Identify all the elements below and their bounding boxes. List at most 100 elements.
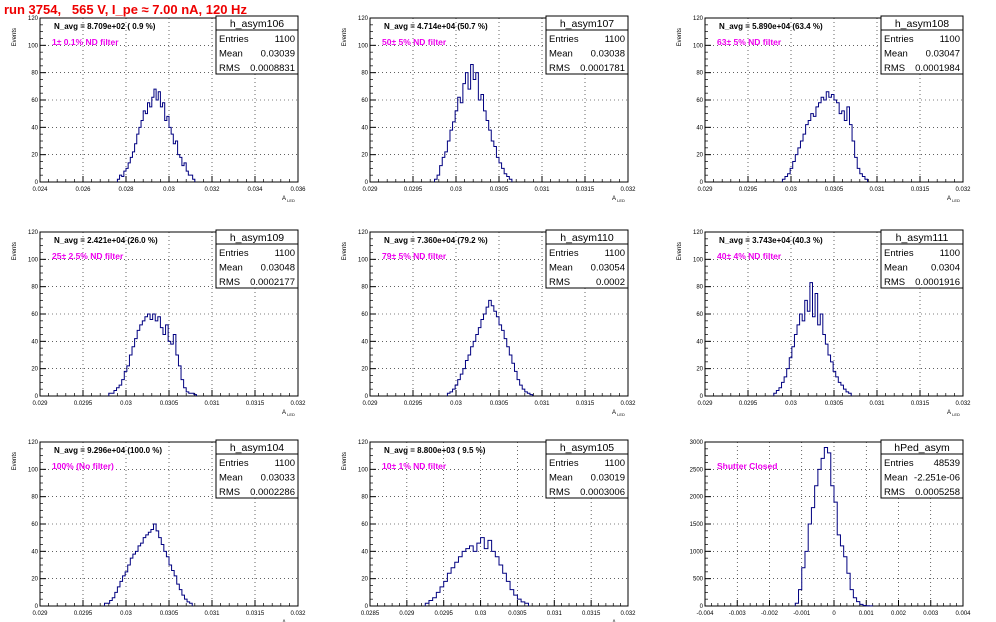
x-tick-label: 0.032 (620, 401, 636, 407)
x-tick-label: 0.026 (75, 187, 91, 193)
y-tick-label: 60 (696, 98, 703, 104)
x-tick-label: 0.0315 (246, 401, 265, 407)
y-tick-label: 100 (28, 43, 39, 49)
stats-label: Mean (219, 473, 243, 484)
x-tick-label: 0.0305 (490, 187, 509, 193)
y-tick-label: 40 (361, 339, 368, 345)
stats-label: RMS (884, 277, 905, 288)
x-tick-label: -0.003 (729, 611, 747, 617)
y-tick-label: 120 (28, 16, 39, 22)
y-tick-label: 80 (31, 71, 38, 77)
x-tick-label: 0.0295 (404, 187, 423, 193)
x-tick-label: 0.029 (697, 401, 713, 407)
stats-value: 0.0002 (596, 277, 625, 288)
x-tick-label: 0.0305 (825, 187, 844, 193)
y-tick-label: 100 (693, 43, 704, 49)
navg-label: N_avg = 5.890e+04 (63.4 %) (719, 22, 823, 31)
stats-box-title: h_asym111 (896, 232, 949, 244)
histogram-series (434, 63, 513, 182)
x-tick-label: 0.0295 (404, 401, 423, 407)
histogram-series (794, 446, 874, 607)
x-tick-label: 0.03 (785, 401, 797, 407)
histogram-series (773, 282, 852, 396)
histogram-series (781, 91, 869, 182)
y-axis-title: Events (12, 28, 18, 46)
x-tick-label: 0.032 (620, 187, 636, 193)
y-tick-label: 20 (361, 577, 368, 583)
x-tick-label: 0.0305 (490, 401, 509, 407)
stats-box (545, 15, 629, 75)
stats-value: 1100 (940, 34, 960, 45)
histogram-series (104, 523, 193, 606)
x-axis-title: A LED (612, 620, 625, 622)
histogram-series (108, 313, 198, 396)
x-tick-label: 0.0315 (576, 187, 595, 193)
y-tick-label: 120 (358, 440, 369, 446)
stats-label: Entries (219, 34, 249, 45)
filter-label: 100% (No filter) (52, 461, 114, 471)
stats-box (215, 229, 299, 289)
x-tick-label: 0.024 (32, 187, 48, 193)
stats-value: 0.0304 (931, 263, 960, 274)
x-tick-label: 0.029 (32, 611, 48, 617)
x-tick-label: 0.03 (785, 187, 797, 193)
navg-label: N_avg = 8.800e+03 ( 9.5 %) (384, 446, 486, 455)
histogram-panel-h_asym109: 0.029 0.0295 0.03 0.0305 0.031 0.0315 0.032 0 20… (12, 229, 306, 417)
x-tick-label: 0.003 (923, 611, 939, 617)
x-tick-label: 0.03 (475, 611, 487, 617)
y-tick-label: 0 (35, 394, 39, 400)
stats-label: Mean (549, 263, 573, 274)
stats-label: RMS (549, 277, 570, 288)
x-tick-label: 0.032 (955, 401, 971, 407)
filter-label: 63± 5% ND filter (717, 37, 782, 47)
y-tick-label: 40 (361, 549, 368, 555)
stats-box-title: h_asym107 (560, 18, 614, 30)
x-tick-label: 0.0295 (739, 187, 758, 193)
x-tick-label: 0.03 (450, 187, 462, 193)
stats-label: Mean (884, 49, 908, 60)
x-axis-title: A LED (947, 196, 960, 203)
y-tick-label: 40 (361, 125, 368, 131)
stats-box (545, 229, 629, 289)
histogram-panel-h_asym108: 0.029 0.0295 0.03 0.0305 0.031 0.0315 0.032 0 20… (677, 15, 971, 203)
y-tick-label: 0 (365, 604, 369, 610)
y-tick-label: 40 (696, 339, 703, 345)
stats-label: Mean (884, 473, 908, 484)
y-tick-label: 60 (31, 522, 38, 528)
y-tick-label: 100 (693, 257, 704, 263)
histogram-panel-h_asym105: 0.0285 0.029 0.0295 0.03 0.0305 0.031 0.0315 0.… (342, 439, 636, 622)
x-tick-label: 0.031 (204, 611, 220, 617)
x-tick-label: 0.028 (118, 187, 134, 193)
stats-box (215, 15, 299, 75)
histogram-series (116, 88, 196, 182)
x-tick-label: -0.002 (761, 611, 779, 617)
x-tick-label: 0.0295 (435, 611, 454, 617)
x-axis-title: A LED (282, 620, 295, 622)
y-tick-label: 1000 (690, 549, 704, 555)
x-tick-label: 0.0305 (825, 401, 844, 407)
y-tick-label: 0 (365, 180, 369, 186)
y-tick-label: 80 (696, 71, 703, 77)
y-tick-label: 60 (31, 312, 38, 318)
stats-value: 0.03039 (261, 49, 295, 60)
histogram-panel-h_asym106: 0.024 0.026 0.028 0.03 0.032 0.034 0.036 0 20 40 6… (12, 15, 306, 203)
stats-label: Entries (884, 248, 914, 259)
y-tick-label: 60 (361, 98, 368, 104)
y-tick-label: 0 (700, 394, 704, 400)
stats-label: Mean (219, 263, 243, 274)
x-tick-label: 0.029 (697, 187, 713, 193)
x-tick-label: 0.032 (204, 187, 220, 193)
y-tick-label: 120 (28, 440, 39, 446)
x-tick-label: 0.03 (120, 401, 132, 407)
y-tick-label: 80 (696, 285, 703, 291)
stats-box-title: h_asym104 (230, 442, 284, 454)
x-tick-label: 0.031 (869, 401, 885, 407)
x-tick-label: 0.032 (290, 401, 306, 407)
y-axis-title: Events (12, 242, 18, 260)
y-tick-label: 100 (358, 43, 369, 49)
y-tick-label: 60 (696, 312, 703, 318)
x-tick-label: 0.0285 (361, 611, 380, 617)
x-tick-label: 0.0295 (739, 401, 758, 407)
x-tick-label: 0.004 (955, 611, 971, 617)
stats-value: 0.0003006 (580, 487, 625, 498)
